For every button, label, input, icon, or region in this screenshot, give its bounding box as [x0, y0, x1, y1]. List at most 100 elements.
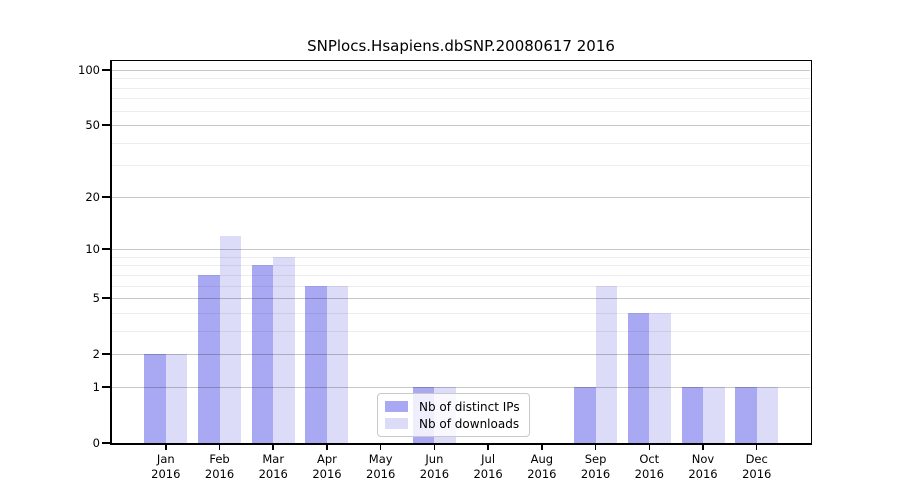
chart-title: SNPlocs.Hsapiens.dbSNP.20080617 2016 [307, 37, 615, 55]
x-axis-year: 2016 [151, 467, 181, 481]
x-axis-tick [379, 445, 382, 450]
x-axis-tick-label: Sep 2016 [566, 452, 626, 482]
x-axis-tick-label: Dec 2016 [727, 452, 787, 482]
x-axis-year: 2016 [312, 467, 342, 481]
gridline-major [112, 298, 810, 300]
gridline-minor [112, 265, 810, 267]
x-axis-tick [165, 445, 167, 450]
x-axis-tick-label: Jul 2016 [458, 452, 518, 482]
x-axis-month: Jan [156, 452, 175, 466]
gridline-minor [112, 285, 810, 287]
legend-label-distinct-ips: Nb of distinct IPs [419, 399, 520, 414]
y-axis-tick [102, 353, 110, 355]
x-axis-tick-label: Oct 2016 [619, 452, 679, 482]
bar-downloads [649, 312, 671, 443]
legend-item-downloads: Nb of downloads [385, 415, 520, 432]
y-axis-tick-label: 2 [92, 347, 100, 362]
x-axis-year: 2016 [634, 467, 664, 481]
gridline-minor [112, 98, 810, 100]
x-axis-tick-label: Feb 2016 [190, 452, 250, 482]
x-axis-month: Dec [745, 452, 768, 466]
x-axis-tick [648, 445, 651, 450]
x-axis-year: 2016 [419, 467, 450, 481]
bar-distinct-ips [198, 274, 220, 443]
x-axis-tick-label: Jan 2016 [136, 452, 196, 482]
bar-downloads [756, 386, 779, 443]
gridline-minor [112, 78, 810, 80]
x-axis-tick-label: Apr 2016 [297, 452, 357, 482]
y-axis-tick [102, 248, 110, 250]
x-axis-tick [755, 445, 758, 450]
x-axis-tick [487, 445, 489, 450]
x-axis-month: Feb [209, 452, 230, 466]
bar-distinct-ips [305, 285, 327, 443]
legend-item-distinct-ips: Nb of distinct IPs [385, 398, 520, 415]
x-axis-year: 2016 [527, 467, 557, 481]
gridline-major [112, 196, 810, 198]
x-axis-tick-label: May 2016 [351, 452, 411, 482]
y-axis-tick [102, 69, 110, 71]
bar-downloads [703, 386, 725, 443]
legend-swatch-distinct-ips-icon [385, 401, 408, 412]
x-axis-tick-label: Nov 2016 [673, 452, 733, 482]
x-axis-month: Oct [639, 452, 660, 466]
gridline-minor [112, 256, 810, 258]
x-axis-tick-label: Aug 2016 [512, 452, 572, 482]
x-axis-tick [594, 445, 597, 450]
legend-label-downloads: Nb of downloads [419, 416, 520, 431]
bar-distinct-ips [574, 386, 596, 443]
x-axis-tick [433, 445, 436, 450]
bar-distinct-ips [144, 354, 166, 443]
y-axis-tick [102, 297, 110, 299]
x-axis-year: 2016 [688, 467, 718, 481]
y-axis-tick [102, 442, 110, 444]
y-axis-tick-label: 5 [92, 291, 100, 306]
y-axis-tick [102, 124, 110, 126]
gridline-major [112, 386, 810, 388]
x-axis-year: 2016 [580, 467, 611, 481]
gridline-minor [112, 274, 810, 276]
x-axis-month: Apr [317, 452, 337, 466]
bar-distinct-ips [627, 312, 650, 443]
grid-layer [112, 61, 810, 443]
gridline-minor [112, 142, 810, 144]
bar-downloads [219, 235, 242, 443]
x-axis-month: Sep [584, 452, 607, 466]
y-axis-tick-label: 50 [85, 118, 100, 133]
bar-distinct-ips [251, 265, 274, 443]
gridline-major [112, 249, 810, 251]
x-axis-tick [272, 445, 274, 450]
x-axis-tick-label: Mar 2016 [243, 452, 303, 482]
plot-area: Nb of distinct IPs Nb of downloads [112, 61, 810, 443]
x-axis-month: Jun [425, 452, 444, 466]
x-axis-year: 2016 [742, 467, 772, 481]
x-axis-month: Jul [481, 452, 496, 466]
y-axis-tick-label: 1 [92, 379, 100, 394]
y-axis-tick [102, 196, 110, 198]
y-axis-tick [102, 386, 110, 388]
x-axis-tick [326, 445, 328, 450]
y-axis-tick-label: 10 [85, 242, 100, 257]
y-axis-tick-label: 100 [78, 63, 100, 77]
gridline-minor [112, 312, 810, 314]
bar-distinct-ips [681, 386, 703, 443]
x-axis-year: 2016 [473, 467, 503, 481]
bar-downloads [165, 354, 188, 443]
bar-downloads [595, 285, 618, 443]
gridline-major [112, 125, 810, 127]
x-axis-month: Nov [691, 452, 715, 466]
gridline-major [112, 354, 810, 356]
y-axis-tick-label: 0 [92, 436, 100, 450]
gridline-major [112, 70, 810, 71]
x-axis-month: Mar [262, 452, 285, 466]
x-axis-month: Aug [530, 452, 554, 466]
x-axis-month: May [368, 452, 393, 466]
bar-distinct-ips [735, 386, 757, 443]
x-axis-year: 2016 [258, 467, 288, 481]
gridline-minor [112, 87, 810, 89]
x-axis-tick [218, 445, 221, 450]
legend: Nb of distinct IPs Nb of downloads [377, 393, 530, 437]
gridline-minor [112, 110, 810, 112]
bar-downloads [326, 285, 349, 443]
